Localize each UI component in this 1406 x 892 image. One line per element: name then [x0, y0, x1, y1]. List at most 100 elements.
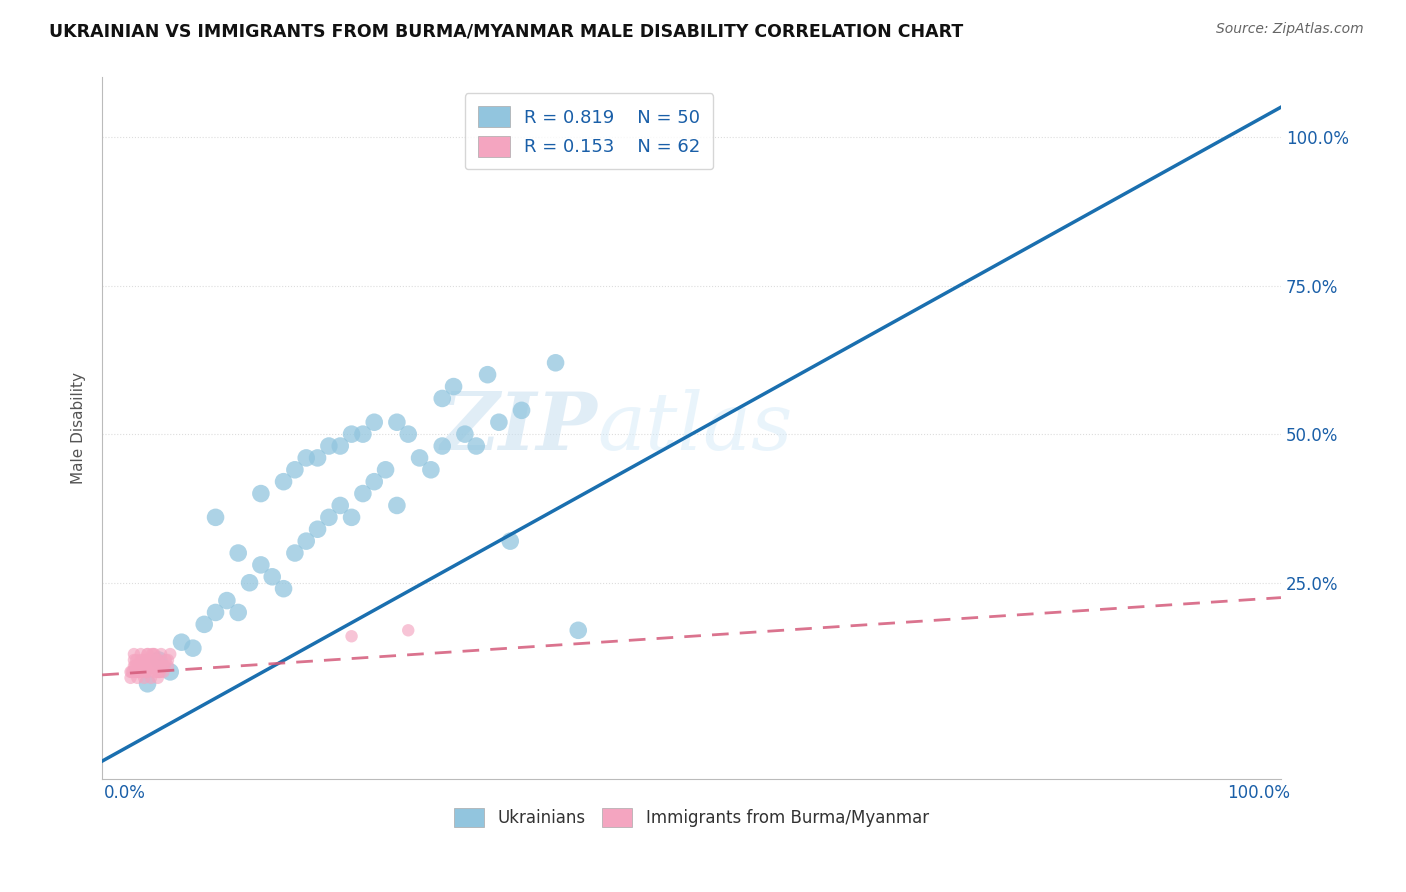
Point — [544, 356, 567, 370]
Point — [135, 665, 157, 679]
Text: UKRAINIAN VS IMMIGRANTS FROM BURMA/MYANMAR MALE DISABILITY CORRELATION CHART: UKRAINIAN VS IMMIGRANTS FROM BURMA/MYANM… — [49, 22, 963, 40]
Point — [156, 653, 179, 667]
Point — [146, 671, 169, 685]
Point — [567, 624, 589, 638]
Point — [385, 415, 408, 429]
Point — [127, 665, 149, 679]
Point — [139, 671, 162, 685]
Point — [329, 499, 352, 513]
Point — [148, 653, 170, 667]
Point — [193, 617, 215, 632]
Point — [142, 647, 165, 661]
Point — [284, 546, 307, 560]
Point — [238, 575, 260, 590]
Point — [136, 677, 159, 691]
Point — [121, 665, 143, 679]
Point — [139, 659, 162, 673]
Point — [159, 647, 181, 661]
Point — [419, 463, 441, 477]
Text: ZIP: ZIP — [440, 390, 598, 467]
Point — [129, 647, 152, 661]
Point — [329, 439, 352, 453]
Point — [132, 659, 155, 673]
Point — [142, 665, 165, 679]
Point — [121, 665, 143, 679]
Point — [138, 659, 160, 673]
Point — [128, 665, 150, 679]
Point — [139, 659, 162, 673]
Point — [374, 463, 396, 477]
Point — [408, 450, 430, 465]
Point — [127, 665, 149, 679]
Point — [148, 665, 170, 679]
Point — [295, 534, 318, 549]
Point — [385, 499, 408, 513]
Point — [284, 463, 307, 477]
Point — [152, 659, 174, 673]
Point — [136, 653, 159, 667]
Point — [432, 392, 454, 406]
Point — [127, 671, 149, 685]
Point — [122, 653, 145, 667]
Point — [295, 450, 318, 465]
Point — [141, 647, 163, 661]
Point — [499, 534, 522, 549]
Point — [262, 570, 284, 584]
Legend: Ukrainians, Immigrants from Burma/Myanmar: Ukrainians, Immigrants from Burma/Myanma… — [447, 801, 935, 834]
Point — [155, 653, 177, 667]
Point — [340, 427, 363, 442]
Point — [396, 427, 419, 442]
Point — [181, 641, 204, 656]
Text: atlas: atlas — [598, 390, 793, 467]
Point — [134, 665, 156, 679]
Point — [352, 427, 374, 442]
Point — [159, 665, 181, 679]
Point — [273, 582, 295, 596]
Point — [318, 510, 340, 524]
Point — [125, 665, 148, 679]
Point — [122, 647, 145, 661]
Point — [488, 415, 510, 429]
Point — [127, 659, 149, 673]
Point — [340, 629, 363, 643]
Point — [150, 647, 173, 661]
Point — [145, 665, 167, 679]
Point — [170, 635, 193, 649]
Point — [204, 510, 226, 524]
Point — [250, 558, 273, 572]
Point — [134, 671, 156, 685]
Point — [340, 510, 363, 524]
Point — [148, 653, 170, 667]
Point — [454, 427, 477, 442]
Point — [318, 439, 340, 453]
Point — [145, 659, 167, 673]
Point — [352, 486, 374, 500]
Point — [122, 659, 145, 673]
Point — [396, 624, 419, 638]
Point — [156, 659, 179, 673]
Point — [125, 659, 148, 673]
Point — [129, 653, 152, 667]
Point — [141, 659, 163, 673]
Point — [307, 522, 329, 536]
Point — [132, 659, 155, 673]
Point — [153, 659, 176, 673]
Point — [134, 653, 156, 667]
Point — [145, 653, 167, 667]
Y-axis label: Male Disability: Male Disability — [72, 372, 86, 484]
Point — [131, 659, 153, 673]
Point — [307, 450, 329, 465]
Point — [136, 647, 159, 661]
Point — [152, 665, 174, 679]
Point — [143, 647, 166, 661]
Point — [124, 659, 146, 673]
Point — [125, 653, 148, 667]
Point — [465, 439, 488, 453]
Point — [120, 665, 142, 679]
Point — [136, 653, 159, 667]
Point — [148, 665, 170, 679]
Point — [149, 665, 172, 679]
Point — [145, 659, 167, 673]
Point — [120, 671, 142, 685]
Point — [363, 415, 385, 429]
